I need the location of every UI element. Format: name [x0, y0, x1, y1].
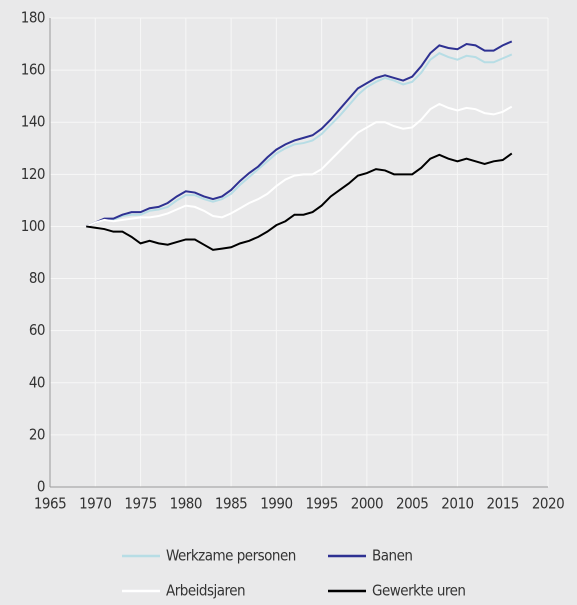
- x-tick-label: 1965: [34, 495, 66, 513]
- y-tick-label: 100: [21, 217, 45, 235]
- y-tick-label: 60: [29, 321, 45, 339]
- x-tick-label: 1975: [124, 495, 156, 513]
- x-tick-label: 2015: [487, 495, 519, 513]
- x-tick-label: 2020: [532, 495, 564, 513]
- x-tick-label: 1995: [305, 495, 337, 513]
- x-tick-label: 2000: [351, 495, 383, 513]
- y-tick-label: 160: [21, 61, 45, 79]
- legend-label: Werkzame personen: [166, 547, 296, 565]
- y-tick-label: 120: [21, 165, 45, 183]
- legend-label: Banen: [372, 547, 412, 565]
- y-tick-label: 80: [29, 269, 45, 287]
- y-tick-label: 140: [21, 113, 45, 131]
- y-tick-label: 0: [37, 478, 45, 496]
- series-line: [85, 102, 513, 228]
- y-tick-label: 40: [29, 373, 45, 391]
- x-tick-label: 1980: [170, 495, 202, 513]
- x-tick-label: 1990: [260, 495, 292, 513]
- x-tick-label: 2005: [396, 495, 428, 513]
- series-line: [86, 152, 513, 251]
- series-line: [85, 40, 513, 228]
- x-tick-label: 1970: [79, 495, 111, 513]
- x-tick-label: 1985: [215, 495, 247, 513]
- x-tick-label: 2010: [441, 495, 473, 513]
- legend-label: Gewerkte uren: [372, 582, 465, 600]
- y-tick-label: 180: [21, 9, 45, 27]
- series-line: [85, 52, 513, 228]
- y-tick-label: 20: [29, 425, 45, 443]
- legend-label: Arbeidsjaren: [166, 582, 245, 600]
